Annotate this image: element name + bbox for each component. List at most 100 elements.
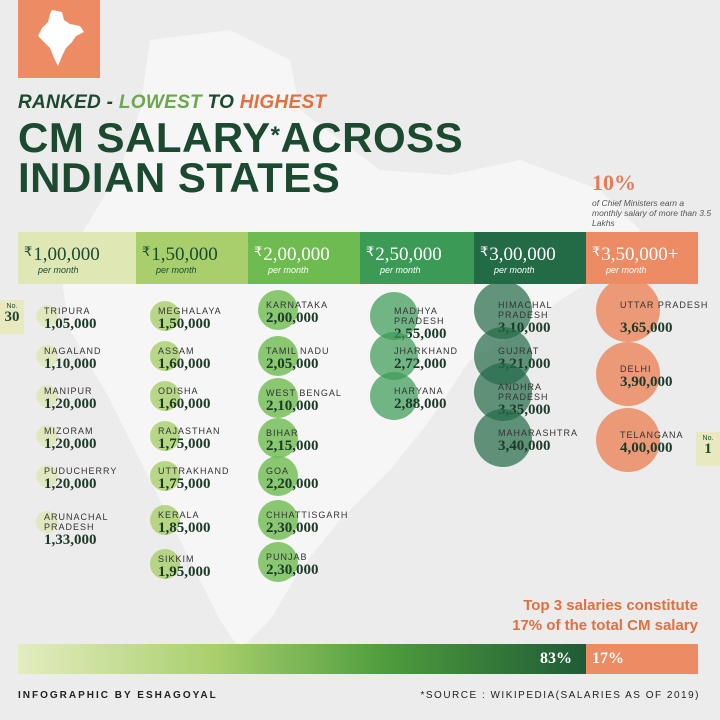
state-name: NAGALAND bbox=[44, 346, 102, 356]
rupee-symbol: ₹ bbox=[480, 244, 489, 259]
state-salary: 2,05,000 bbox=[266, 356, 319, 372]
state-salary: 1,10,000 bbox=[44, 356, 97, 372]
salary-band-3: ₹2,00,000 per month bbox=[248, 232, 360, 284]
band-per-month: per month bbox=[380, 265, 421, 275]
state-bubble bbox=[258, 542, 298, 582]
rank-1-tag: No. 1 bbox=[696, 432, 720, 466]
state-name: GOA bbox=[266, 466, 290, 476]
state-bubble bbox=[596, 408, 660, 472]
state-name: CHHATTISGARH bbox=[266, 510, 349, 520]
state-name: HARYANA bbox=[394, 386, 444, 396]
state-salary: 1,60,000 bbox=[158, 396, 211, 412]
state-salary: 2,30,000 bbox=[266, 562, 319, 578]
state-bubble bbox=[150, 461, 180, 491]
band-per-month: per month bbox=[268, 265, 309, 275]
state-bubble bbox=[36, 425, 58, 447]
state-salary: 1,20,000 bbox=[44, 436, 97, 452]
india-badge bbox=[18, 0, 100, 78]
salary-band-6: ₹3,50,000+ per month bbox=[586, 232, 698, 284]
state-salary: 3,65,000 bbox=[620, 320, 673, 336]
state-bubble bbox=[36, 511, 58, 533]
rupee-symbol: ₹ bbox=[142, 244, 151, 259]
state-salary: 1,20,000 bbox=[44, 396, 97, 412]
highest-word: HIGHEST bbox=[239, 92, 327, 113]
band-per-month: per month bbox=[606, 265, 647, 275]
state-name: DELHI bbox=[620, 364, 652, 374]
state-bubble bbox=[36, 305, 58, 327]
credit-text: INFOGRAPHIC BY ESHAGOYAL bbox=[18, 690, 218, 701]
state-name: UTTRAKHAND bbox=[158, 466, 230, 476]
state-name: TAMIL NADU bbox=[266, 346, 330, 356]
state-name: ARUNACHAL PRADESH bbox=[44, 512, 109, 532]
state-name: JHARKHAND bbox=[394, 346, 459, 356]
share-label-rest: 83% bbox=[540, 650, 572, 667]
state-bubble bbox=[36, 385, 58, 407]
state-salary: 2,88,000 bbox=[394, 396, 447, 412]
band-amount: ₹3,00,000 bbox=[480, 244, 556, 266]
state-bubble bbox=[474, 409, 532, 467]
state-bubble bbox=[370, 372, 418, 420]
band-per-month: per month bbox=[494, 265, 535, 275]
rupee-symbol: ₹ bbox=[366, 244, 375, 259]
band-amount: ₹2,50,000 bbox=[366, 244, 442, 266]
band-amount-value: 1,00,000 bbox=[33, 244, 100, 265]
state-name: KERALA bbox=[158, 510, 200, 520]
state-bubble bbox=[258, 290, 298, 330]
state-name: PUNJAB bbox=[266, 552, 308, 562]
band-amount-value: 2,50,000 bbox=[375, 244, 442, 265]
state-bubble bbox=[258, 336, 298, 376]
state-salary: 3,40,000 bbox=[498, 438, 551, 454]
state-name: TRIPURA bbox=[44, 306, 91, 316]
state-bubble bbox=[596, 278, 660, 342]
salary-band-5: ₹3,00,000 per month bbox=[474, 232, 586, 284]
state-name: WEST BENGAL bbox=[266, 388, 342, 398]
band-amount: ₹3,50,000+ bbox=[592, 244, 679, 266]
state-bubble bbox=[150, 505, 180, 535]
rank-30-tag: No. 30 bbox=[0, 300, 24, 334]
lowest-word: LOWEST bbox=[118, 92, 202, 113]
title-part-a: CM SALARY bbox=[18, 114, 271, 161]
state-salary: 1,60,000 bbox=[158, 356, 211, 372]
state-name: ODISHA bbox=[158, 386, 199, 396]
dash-text: - bbox=[101, 92, 119, 113]
state-bubble bbox=[36, 465, 58, 487]
share-bar-top3 bbox=[586, 644, 698, 674]
state-name: SIKKIM bbox=[158, 554, 195, 564]
state-name: HIMACHAL PRADESH bbox=[498, 300, 553, 320]
summary-line-1: Top 3 salaries constitute bbox=[523, 597, 698, 614]
salary-band-1: ₹1,00,000 per month bbox=[18, 232, 136, 284]
state-bubble bbox=[258, 378, 298, 418]
state-salary: 2,00,000 bbox=[266, 310, 319, 326]
state-name: TELANGANA bbox=[620, 430, 684, 440]
state-name: UTTAR PRADESH bbox=[620, 300, 709, 310]
state-salary: 1,85,000 bbox=[158, 520, 211, 536]
state-name: MANIPUR bbox=[44, 386, 93, 396]
band-amount-value: 3,50,000+ bbox=[601, 244, 679, 265]
title-asterisk: * bbox=[270, 122, 281, 149]
state-name: RAJASTHAN bbox=[158, 426, 221, 436]
ranking-subtitle: RANKED - LOWEST TO HIGHEST bbox=[18, 92, 326, 114]
rupee-symbol: ₹ bbox=[254, 244, 263, 259]
share-label-top3: 17% bbox=[592, 650, 624, 667]
rank-prefix: No. bbox=[702, 435, 714, 442]
state-salary: 4,00,000 bbox=[620, 440, 673, 456]
state-name: BIHAR bbox=[266, 428, 299, 438]
state-name: MAHARASHTRA bbox=[498, 428, 579, 438]
band-per-month: per month bbox=[156, 265, 197, 275]
india-map-icon bbox=[38, 10, 84, 66]
salary-band-4: ₹2,50,000 per month bbox=[360, 232, 474, 284]
state-salary: 2,72,000 bbox=[394, 356, 447, 372]
summary-text: Top 3 salaries constitute 17% of the tot… bbox=[350, 596, 698, 636]
title-part-b: ACROSS bbox=[280, 114, 464, 161]
to-word: TO bbox=[201, 92, 240, 113]
state-name: ANDHRA PRADESH bbox=[498, 382, 549, 402]
rupee-symbol: ₹ bbox=[592, 244, 601, 259]
salary-band-2: ₹1,50,000 per month bbox=[136, 232, 248, 284]
state-name: MIZORAM bbox=[44, 426, 94, 436]
state-bubble bbox=[150, 549, 180, 579]
source-text: *SOURCE : WIKIPEDIA(SALARIES AS OF 2019) bbox=[420, 690, 700, 701]
page-title: CM SALARY*ACROSS INDIAN STATES bbox=[18, 117, 463, 199]
state-salary: 2,10,000 bbox=[266, 398, 319, 414]
stat-note: of Chief Ministers earn a monthly salary… bbox=[592, 198, 712, 228]
